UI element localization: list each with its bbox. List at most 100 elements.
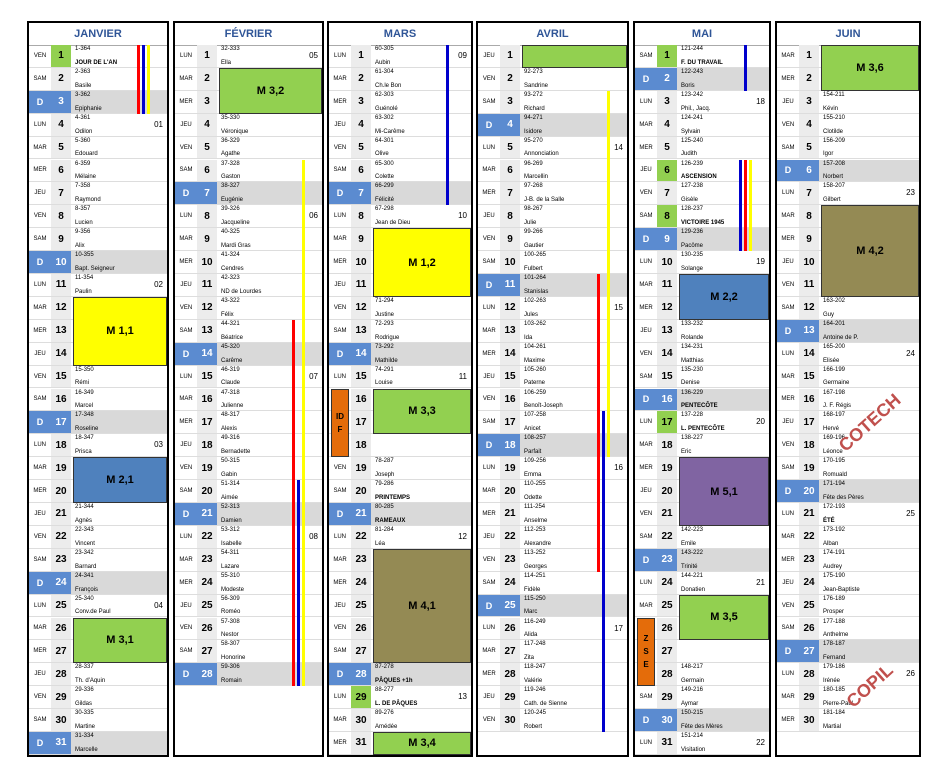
weekday: MAR (639, 442, 653, 449)
event-label: M 4,2 (856, 245, 884, 258)
day-code: 101-264 (524, 275, 547, 281)
day-code: 107-258 (524, 412, 547, 419)
day-row: VEN 4 155-210 Clotilde (777, 113, 919, 137)
event-label: M 3,2 (256, 84, 285, 97)
day-row: SAM 12 163-202 Guy (777, 296, 919, 320)
day-number: 1 (351, 45, 371, 67)
day-row: SAM 20 79-286 PRINTEMPS (329, 480, 471, 503)
saint: Martial (823, 723, 842, 730)
day-number: 1 (51, 45, 71, 67)
day-code: 122-243 (681, 68, 704, 75)
saint: Cath. de Sienne (524, 701, 568, 708)
saint: Alban (823, 540, 839, 547)
weekday: LUN (179, 52, 192, 59)
week-number: 21 (756, 577, 765, 587)
day-code: 163-202 (823, 297, 846, 304)
weekday: SAM (333, 327, 347, 334)
saint: Eric (681, 449, 692, 456)
day-number: 22 (799, 525, 819, 548)
day-code: 42-323 (221, 275, 240, 281)
event-box: M 1,2 (373, 228, 471, 297)
day-code: 18-347 (75, 435, 94, 442)
day-code: 108-257 (524, 435, 547, 442)
day-number: 16 (657, 388, 677, 411)
day-row: D 21 52-313 Damien (175, 503, 322, 526)
weekday: D (777, 480, 799, 502)
weekday: LUN (33, 281, 46, 288)
day-row: VEN 8 8-357 Lucien (29, 205, 167, 229)
weekday: LUN (482, 304, 495, 311)
weekday: VEN (33, 213, 47, 220)
day-number: 30 (500, 709, 520, 731)
day-number: 24 (351, 571, 371, 594)
saint: Vincent (75, 540, 95, 547)
day-number: 10 (197, 251, 217, 273)
day-code: 64-301 (375, 137, 394, 144)
saint: Fernand (823, 655, 846, 662)
saint: Parfait (524, 449, 542, 456)
day-row: JEU 15 105-260 Paterne (478, 365, 627, 389)
weekday: VEN (33, 52, 47, 59)
day-code: 149-216 (681, 687, 704, 694)
saint: Alix (75, 243, 85, 250)
saint: Pierre-Paul (823, 701, 854, 708)
event-label: M 3,1 (106, 634, 134, 647)
week-number: 15 (614, 302, 623, 312)
day-number: 25 (351, 594, 371, 617)
weekday: MER (482, 350, 496, 357)
day-code: 81-284 (375, 526, 394, 533)
day-code: 99-266 (524, 229, 543, 236)
day-number: 30 (799, 709, 819, 731)
saint: Bapt. Seigneur (75, 265, 115, 272)
day-number: 8 (657, 205, 677, 228)
saint: François (75, 586, 99, 593)
day-row: LUN 11 11-354 Paulin 02 (29, 274, 167, 297)
day-number: 21 (351, 503, 371, 525)
day-number: 6 (197, 159, 217, 182)
day-code: 133-232 (681, 320, 704, 327)
day-row: D 10 10-355 Bapt. Seigneur (29, 251, 167, 274)
weekday: JEU (334, 281, 346, 288)
weekday: JEU (640, 167, 652, 174)
day-code: 106-259 (524, 389, 547, 396)
day-row: VEN 12 43-322 Félix (175, 296, 322, 320)
weekday: VEN (482, 236, 496, 243)
color-bar (744, 45, 747, 91)
day-number: 24 (657, 571, 677, 594)
day-row: SAM 17 107-258 Anicet (478, 411, 627, 435)
day-row: JEU 28 28-337 Th. d'Aquin (29, 663, 167, 687)
weekday: VEN (33, 373, 47, 380)
day-row: LUN 18 18-347 Prisca 03 (29, 434, 167, 458)
saint: Audrey (823, 563, 843, 570)
saint: Richard (524, 105, 545, 112)
saint: Igor (823, 151, 834, 158)
weekday: MAR (33, 144, 47, 151)
color-bar (302, 159, 305, 687)
weekday: VEN (333, 625, 347, 632)
day-row: JEU 22 112-253 Alexandre (478, 525, 627, 549)
day-number: 8 (351, 205, 371, 228)
weekday: LUN (639, 259, 652, 266)
day-code: 24-341 (75, 572, 94, 579)
day-row: SAM 20 51-314 Aimée (175, 480, 322, 503)
weekday: SAM (482, 579, 496, 586)
day-row: VEN 1 1-364 JOUR DE L'AN (29, 45, 167, 68)
weekday: SAM (639, 373, 653, 380)
day-row: JEU 8 98-267 Julie (478, 205, 627, 229)
day-row: JEU 13 133-232 Rolande (635, 319, 769, 343)
day-row: D 3 3-362 Epiphanie (29, 90, 167, 114)
weekday: MER (781, 236, 795, 243)
weekday: D (29, 411, 51, 434)
saint: Benoît-Joseph (524, 403, 563, 410)
day-row: MER 3 62-303 Guénolé (329, 90, 471, 114)
saint: Agathe (221, 151, 241, 158)
day-code: 175-190 (823, 572, 846, 579)
side-label: IDF (331, 388, 349, 458)
saint: Odette (524, 494, 543, 501)
weekday: LUN (482, 625, 495, 632)
weekday: VEN (482, 717, 496, 724)
weekday: VEN (179, 465, 193, 472)
weekday: VEN (781, 281, 795, 288)
day-code: 124-241 (681, 114, 704, 121)
